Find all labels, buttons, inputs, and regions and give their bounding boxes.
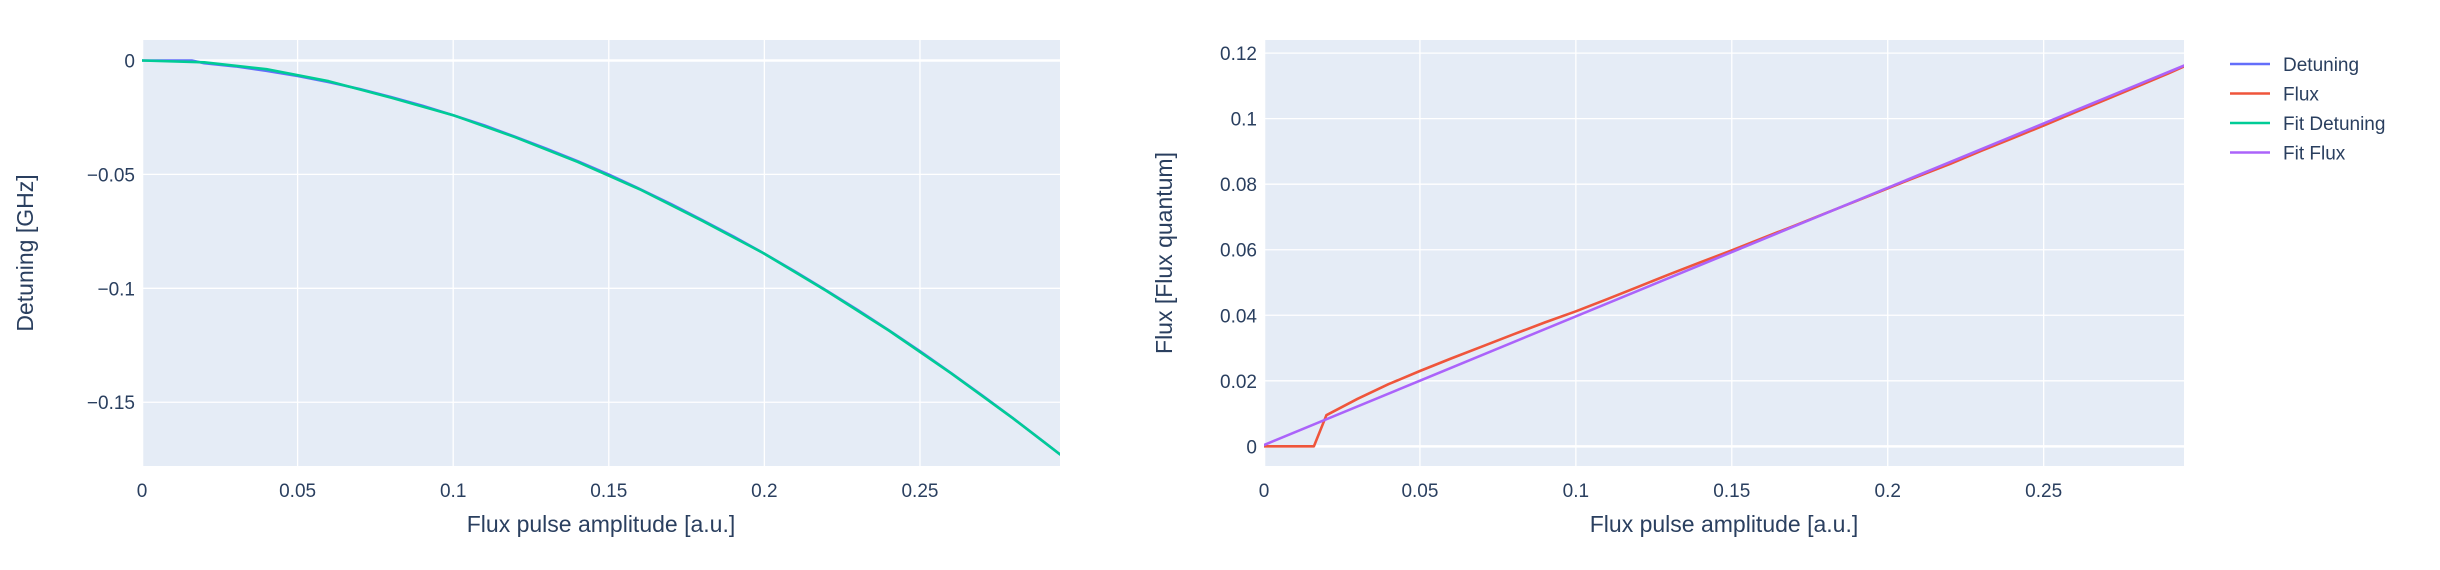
y-tick-label: −0.1 [97,279,135,300]
x-tick-label: 0.2 [751,481,777,502]
legend-item-flux[interactable]: Flux [2230,85,2319,106]
y-axis-title: Detuning [GHz] [12,174,38,331]
x-tick-label: 0.25 [2025,481,2062,502]
legend[interactable]: Detuning Flux Fit Detuning Fit Flux [2230,55,2385,165]
legend-item-fit-flux[interactable]: Fit Flux [2230,144,2346,165]
y-tick-label: 0.02 [1220,372,1257,393]
x-tick-label: 0.05 [1401,481,1438,502]
y-tick-label: 0.04 [1220,306,1257,327]
y-tick-label: 0.12 [1220,44,1257,65]
x-tick-label: 0.25 [901,481,938,502]
legend-label: Flux [2283,85,2319,106]
y-axis-title: Flux [Flux quantum] [1151,152,1177,354]
subplot-detuning: 0 0.05 0.1 0.15 0.2 0.25 0 −0.05 −0.1 −0.15 Flux p… [12,40,1060,537]
legend-label: Fit Detuning [2283,114,2385,135]
x-tick-label: 0.2 [1875,481,1901,502]
y-tick-label: 0.08 [1220,175,1257,196]
series-line-fit-detuning [142,59,1060,456]
legend-label: Fit Flux [2283,144,2346,165]
legend-item-fit-detuning[interactable]: Fit Detuning [2230,114,2385,135]
y-tick-label: 0.1 [1231,110,1257,131]
x-tick-label: 0.1 [1563,481,1589,502]
x-axis-title: Flux pulse amplitude [a.u.] [1590,511,1858,537]
legend-item-detuning[interactable]: Detuning [2230,55,2359,76]
series-line-flux [1264,65,2184,448]
x-tick-label: 0 [1259,481,1270,502]
y-tick-label: 0 [1246,437,1257,458]
x-tick-label: 0 [137,481,148,502]
y-tick-label: 0 [124,52,135,73]
y-tick-label: −0.15 [87,393,135,414]
legend-label: Detuning [2283,55,2359,76]
x-axis-title: Flux pulse amplitude [a.u.] [467,511,735,537]
plot-area [142,40,1060,466]
x-tick-label: 0.1 [440,481,466,502]
x-tick-label: 0.05 [279,481,316,502]
x-tick-label: 0.15 [590,481,627,502]
x-tick-label: 0.15 [1713,481,1750,502]
y-tick-label: −0.05 [87,165,135,186]
series-line-fit-flux [1264,64,2184,447]
subplot-flux: 0 0.05 0.1 0.15 0.2 0.25 0 0.02 0.04 0.06 0.08 0.1 0… [1151,40,2184,537]
y-tick-label: 0.06 [1220,241,1257,262]
